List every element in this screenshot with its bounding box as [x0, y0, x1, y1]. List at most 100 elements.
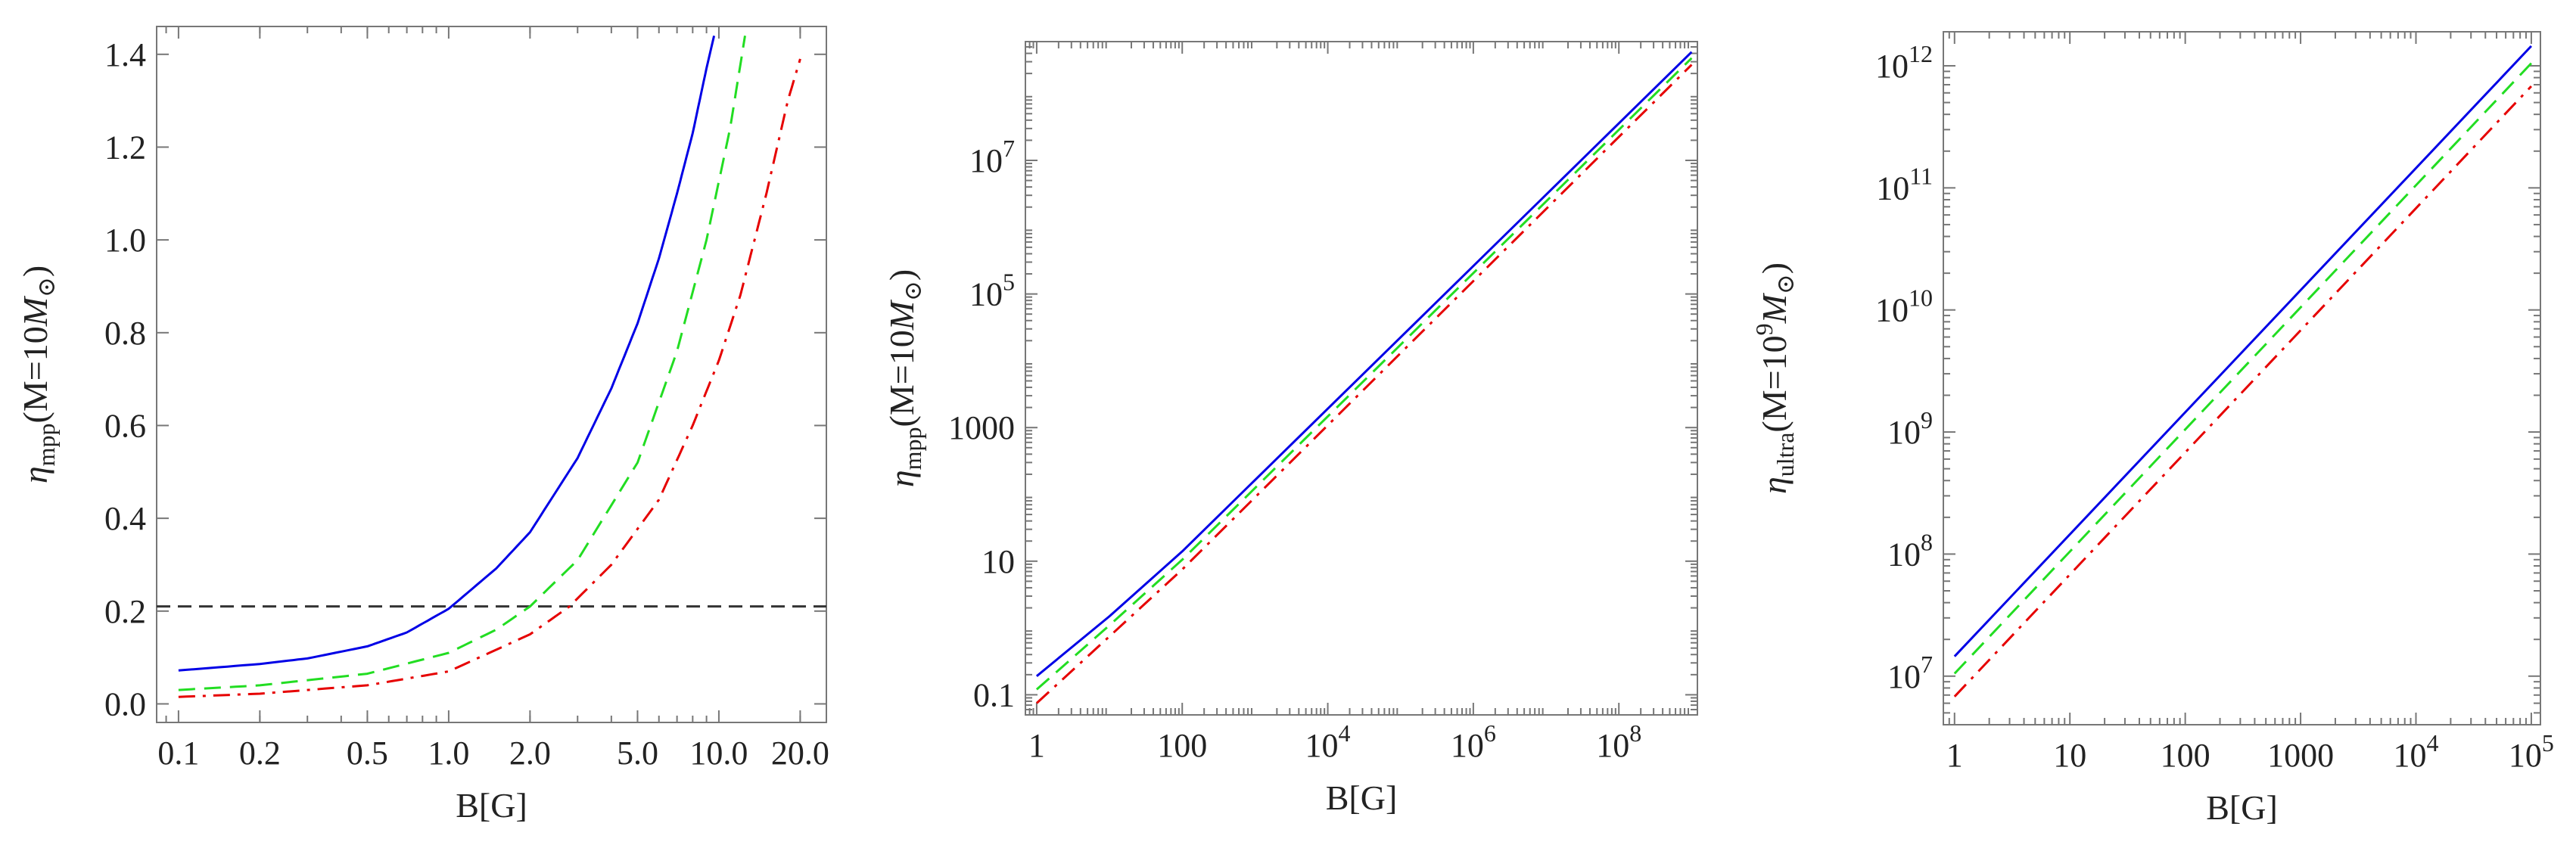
y-tick-label-exponent: 11: [1909, 162, 1933, 189]
series-line-2: [178, 36, 746, 691]
y-tick-label: 1.4: [104, 36, 146, 73]
y-axis-label: ηultra(M=109M⊙): [1750, 263, 1799, 494]
chart-panel-1: 0.1 0.2 0.5 1.0 2.0 5.0 10.0 20.0 0.0 0.2 0.4 0.6 0.…: [16, 26, 829, 825]
x-tick-label-exponent: 6: [1484, 719, 1496, 747]
x-tick-label-mantissa: 10: [2509, 737, 2542, 774]
x-tick-label: 106: [1451, 719, 1496, 764]
y-label-close: ): [882, 269, 921, 281]
y-axis-label: ηmpp(M=10M⊙): [882, 269, 926, 487]
y-tick-label: 107: [969, 135, 1015, 179]
x-tick-label-mantissa: 10: [1596, 727, 1629, 764]
y-tick-label: 0.8: [104, 315, 146, 352]
y-tick-label: 10: [982, 543, 1015, 580]
x-tick-label: 100: [2161, 737, 2210, 774]
x-tick-label-mantissa: 1: [1028, 727, 1045, 764]
y-tick-label: 107: [1887, 651, 1933, 695]
plot-area: [1035, 51, 1693, 704]
y-tick-label: 1012: [1875, 40, 1933, 85]
y-tick-label-mantissa: 1000: [948, 409, 1015, 446]
y-tick-label-mantissa: 10: [1887, 536, 1921, 573]
y-label-close: ): [16, 266, 54, 277]
y-tick-label: 0.4: [104, 500, 146, 537]
series-line-2: [1953, 62, 2532, 675]
x-axis-label: B[G]: [456, 786, 527, 825]
x-axis-label: B[G]: [2206, 788, 2278, 827]
x-tick-label: 1: [1028, 727, 1045, 764]
plot-area: [1953, 45, 2532, 697]
y-tick-label-exponent: 8: [1921, 528, 1933, 555]
y-tick-label-mantissa: 10: [969, 142, 1003, 179]
series-line-3: [178, 58, 801, 698]
x-tick-label: 104: [2393, 729, 2438, 774]
y-tick-label-exponent: 12: [1909, 40, 1933, 67]
x-tick-label-exponent: 5: [2542, 729, 2554, 756]
series-line-1: [178, 35, 716, 672]
y-label-mass: M: [882, 299, 921, 331]
y-tick-label: 1.0: [104, 222, 146, 259]
y-tick-label-exponent: 7: [1003, 135, 1015, 162]
y-label-mass-subscript: ⊙: [1772, 274, 1799, 294]
x-tick-label: 108: [1596, 719, 1641, 764]
series-line-3: [1035, 64, 1693, 704]
x-tick-label: 1: [1946, 737, 1963, 774]
y-tick-label-mantissa: 10: [1887, 658, 1921, 695]
chart-panel-2: 1 100 104 106 1080.1101000105107B[G]ηmpp(M=1…: [882, 41, 1698, 817]
chart-panel-3: 1 10 100 1000 104 105107108109101010111012B[G…: [1750, 31, 2554, 827]
y-tick-label: 0.1: [973, 676, 1015, 713]
y-tick-label-exponent: 7: [1921, 651, 1933, 678]
y-label-mass: M: [1755, 292, 1794, 324]
y-label-mass: M: [16, 295, 54, 327]
plot-frame: [1025, 41, 1698, 716]
y-tick-label-exponent: 9: [1921, 406, 1933, 433]
x-tick-label: 0.1: [157, 735, 199, 772]
x-tick-label: 100: [1157, 727, 1207, 764]
y-label-subscript: mpp: [899, 427, 926, 470]
y-tick-label: 1000: [948, 409, 1015, 446]
y-label-mass-subscript: ⊙: [899, 281, 926, 301]
y-label-close: ): [1755, 263, 1794, 274]
y-tick-label: 1010: [1875, 284, 1933, 329]
x-tick-label-mantissa: 100: [2161, 737, 2210, 774]
x-tick-label-exponent: 8: [1629, 719, 1641, 747]
x-tick-label: 104: [1305, 719, 1351, 764]
y-label-symbol: η: [882, 470, 921, 487]
y-label-superscript: 9: [1750, 323, 1778, 335]
x-tick-label-exponent: 4: [1339, 719, 1351, 747]
x-axis-label: B[G]: [1326, 778, 1398, 817]
x-tick-label: 20.0: [771, 735, 829, 772]
x-tick-label-mantissa: 10: [1451, 727, 1484, 764]
x-tick-label: 0.2: [239, 735, 281, 772]
series-line-2: [1035, 57, 1693, 691]
y-tick-label: 1.2: [104, 129, 146, 166]
y-tick-label-mantissa: 10: [969, 276, 1003, 313]
y-label-text: (M=10: [882, 330, 921, 427]
y-tick-label-exponent: 5: [1003, 269, 1015, 296]
y-tick-label-mantissa: 10: [1876, 169, 1909, 207]
y-tick-label: 1011: [1876, 162, 1933, 207]
y-axis-label: ηmpp(M=10M⊙): [16, 266, 60, 483]
x-tick-label: 1.0: [428, 735, 469, 772]
x-tick-label: 0.5: [347, 735, 388, 772]
x-tick-label-mantissa: 1: [1946, 737, 1963, 774]
y-tick-label-mantissa: 10: [982, 543, 1015, 580]
series-line-1: [1035, 51, 1693, 677]
x-tick-label: 1000: [2267, 737, 2334, 774]
y-label-symbol: η: [1755, 477, 1794, 494]
x-tick-label: 105: [2509, 729, 2554, 774]
y-tick-label: 109: [1887, 406, 1933, 451]
y-tick-label-exponent: 10: [1909, 284, 1933, 312]
x-tick-label-mantissa: 10: [1305, 727, 1339, 764]
y-label-text: (M=10: [1755, 335, 1794, 432]
y-tick-label-mantissa: 10: [1887, 414, 1921, 451]
y-label-text: (M=10: [16, 326, 54, 423]
x-tick-label: 5.0: [617, 735, 658, 772]
y-tick-label: 105: [969, 269, 1015, 313]
x-tick-label: 2.0: [509, 735, 551, 772]
x-tick-label-mantissa: 100: [1157, 727, 1207, 764]
x-tick-label-mantissa: 1000: [2267, 737, 2334, 774]
plot-area: [157, 35, 826, 698]
plot-frame: [1943, 31, 2541, 725]
y-tick-label: 0.0: [104, 685, 146, 722]
x-tick-label-mantissa: 10: [2393, 737, 2426, 774]
